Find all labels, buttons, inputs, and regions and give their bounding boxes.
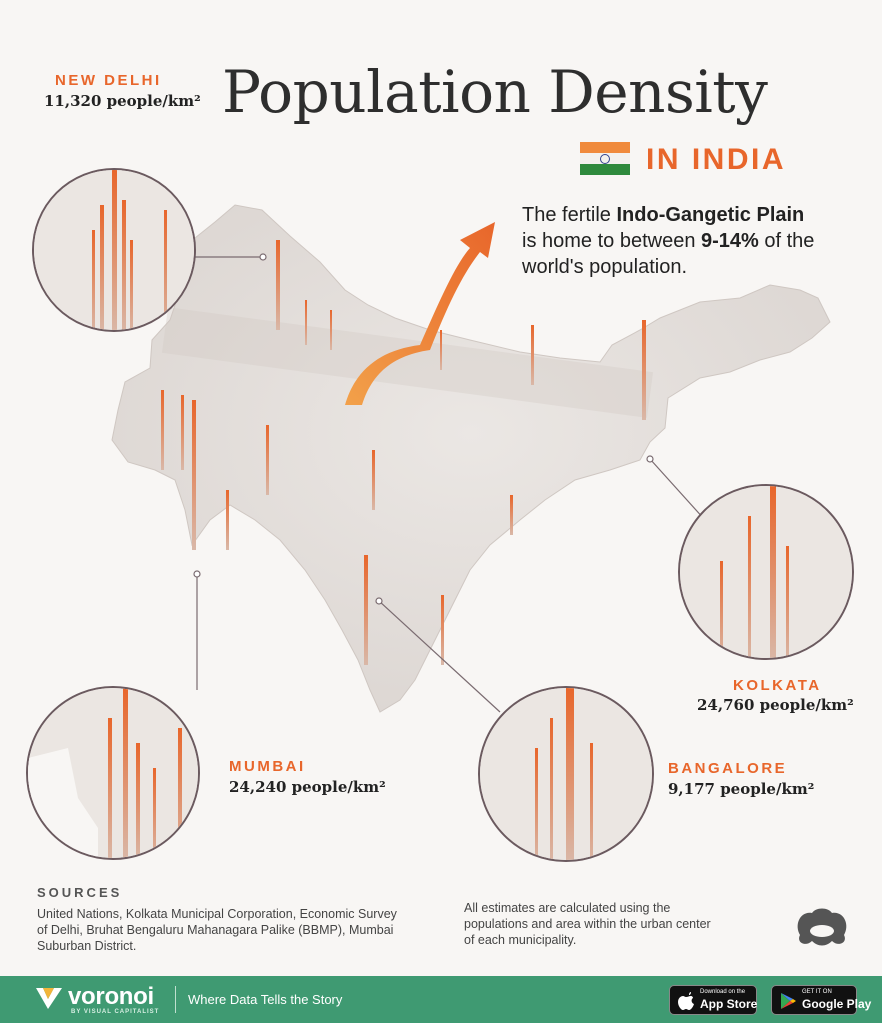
- page-subtitle: IN INDIA: [646, 143, 786, 176]
- google-play-small: GET IT ON: [802, 989, 832, 995]
- city-density-bangalore: 9,177 people/km²: [668, 780, 815, 798]
- city-density-mumbai: 24,240 people/km²: [229, 778, 386, 796]
- new-delhi-spikes: [34, 170, 194, 330]
- city-name-new-delhi: NEW DELHI: [55, 72, 162, 89]
- zoom-circle-mumbai: [26, 686, 200, 860]
- bangalore-spikes: [480, 688, 652, 860]
- app-store-small: Download on the: [700, 989, 746, 995]
- zoom-circle-bangalore: [478, 686, 654, 862]
- sources-block: SOURCES United Nations, Kolkata Municipa…: [37, 885, 397, 954]
- google-play-label: Google Play: [802, 997, 872, 1011]
- app-store-button[interactable]: Download on the App Store: [669, 985, 757, 1015]
- page-title: Population Density: [222, 58, 768, 126]
- india-landmass: [111, 204, 831, 713]
- sources-text: United Nations, Kolkata Municipal Corpor…: [37, 907, 397, 953]
- indo-gangetic-arrow: [345, 222, 495, 405]
- app-store-label: App Store: [700, 997, 758, 1011]
- sources-heading: SOURCES: [37, 885, 123, 900]
- brand-name[interactable]: voronoi: [68, 983, 154, 1010]
- subtitle-row: IN INDIA: [580, 140, 820, 180]
- city-name-bangalore: BANGALORE: [668, 760, 788, 777]
- kolkata-spikes: [680, 486, 852, 658]
- city-density-kolkata: 24,760 people/km²: [697, 696, 854, 714]
- indo-gangetic-callout: The fertile Indo-Gangetic Plain is home …: [522, 202, 822, 280]
- callout-bold-2: 9-14%: [701, 230, 759, 252]
- callout-leaders: [193, 253, 706, 713]
- zoom-circle-new-delhi: [32, 168, 196, 332]
- density-spikes: [161, 240, 646, 665]
- methodology-note: All estimates are calculated using the p…: [464, 901, 711, 947]
- india-flag-icon: [580, 142, 630, 175]
- city-name-kolkata: KOLKATA: [733, 677, 822, 694]
- google-play-icon: [781, 993, 796, 1009]
- city-density-new-delhi: 11,320 people/km²: [44, 92, 201, 110]
- brand-tagline: Where Data Tells the Story: [188, 992, 343, 1007]
- callout-bold-1: Indo-Gangetic Plain: [616, 204, 805, 226]
- google-play-button[interactable]: GET IT ON Google Play: [771, 985, 871, 1015]
- footer-bar: voronoi BY VISUAL CAPITALIST Where Data …: [0, 976, 882, 1023]
- footer-divider: [175, 986, 176, 1013]
- apple-icon: [678, 992, 694, 1010]
- city-name-mumbai: MUMBAI: [229, 758, 306, 775]
- callout-text-1: The fertile: [522, 204, 617, 226]
- brand-sub: BY VISUAL CAPITALIST: [71, 1009, 160, 1015]
- zoom-circle-kolkata: [678, 484, 854, 660]
- callout-text-2: is home to between: [522, 230, 701, 252]
- voronoi-logo-icon[interactable]: [34, 985, 64, 1011]
- visual-capitalist-mark-icon: [797, 908, 847, 946]
- callout-text-3: of the world's population.: [522, 230, 815, 278]
- mumbai-spikes: [28, 688, 198, 858]
